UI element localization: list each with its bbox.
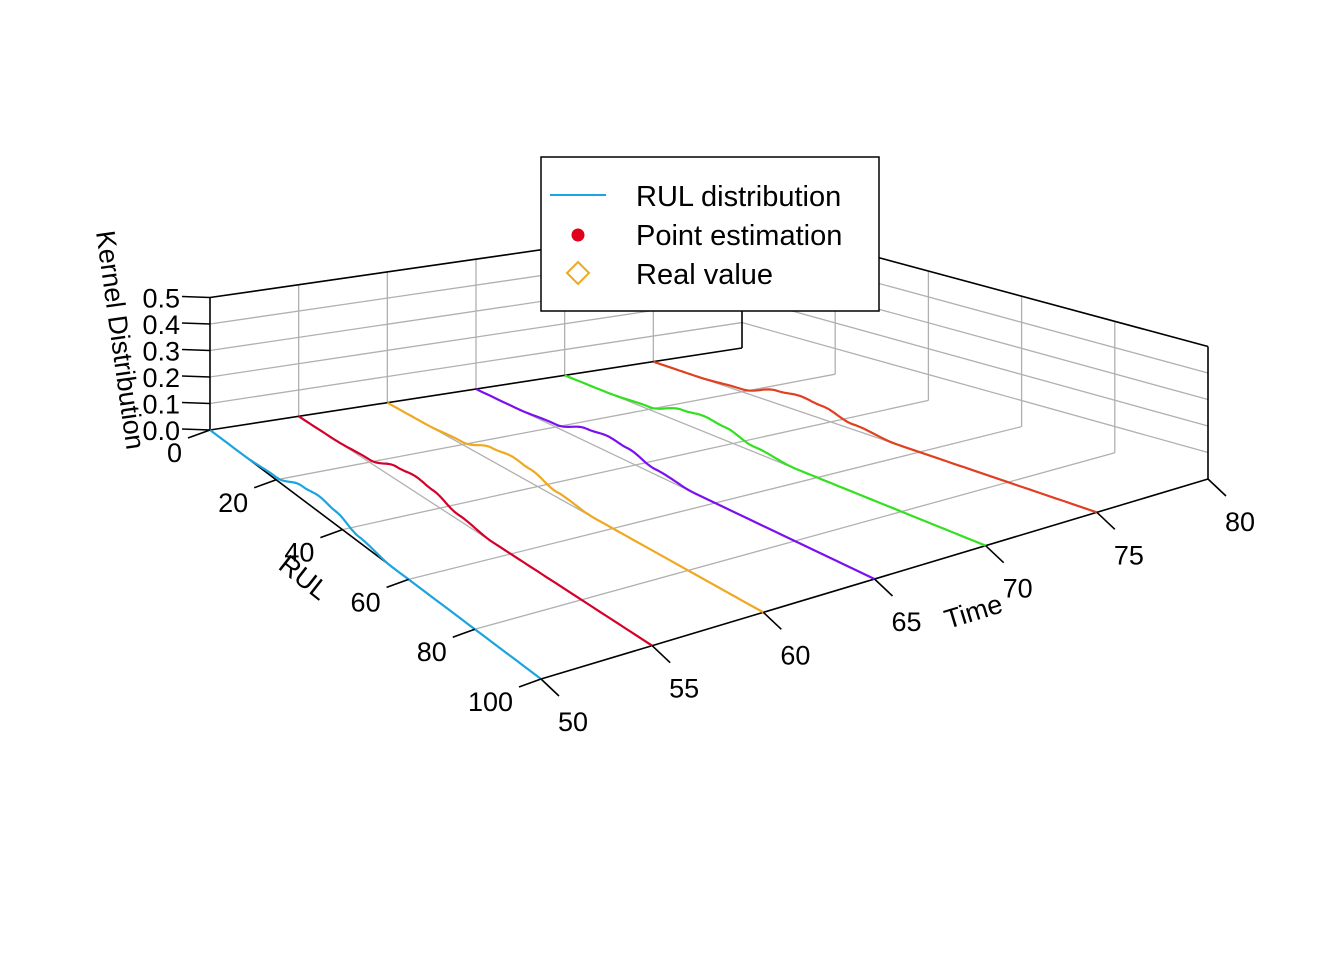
time-tick-label: 55 [669, 674, 699, 704]
rul-tick-label: 100 [468, 687, 513, 717]
time-axis-tick [1096, 511, 1116, 530]
rul-axis-tick [253, 479, 277, 489]
rul-distribution-curve-t70 [564, 374, 987, 547]
legend-diamond-marker [565, 260, 591, 286]
rul-tick-label: 0 [167, 438, 182, 468]
density-axis-tick [181, 348, 211, 352]
rul-distribution-curve-t65 [475, 388, 875, 580]
back-wall-grid-density-line [209, 321, 743, 405]
floor-grid-rul-line [342, 399, 929, 531]
time-tick-label: 65 [892, 607, 922, 637]
density-tick-label: 0.0 [142, 416, 180, 446]
rul-tick-label: 20 [218, 488, 248, 518]
legend-label-point-estimation: Point estimation [636, 220, 842, 252]
time-tick-label: 50 [558, 707, 588, 737]
rul-axis-title: RUL [273, 549, 334, 606]
time-tick-label: 60 [780, 640, 810, 670]
density-axis-tick [181, 375, 211, 378]
density-tick-label: 0.1 [142, 390, 180, 420]
rul-tick-label: 60 [351, 587, 381, 617]
rul-axis-tick [320, 528, 343, 539]
rul-tick-label: 40 [284, 538, 314, 568]
density-axis-tick [181, 295, 211, 299]
density-tick-label: 0.4 [142, 310, 180, 340]
time-axis-tick [873, 578, 894, 597]
time-axis-tick [762, 611, 782, 630]
rul-distribution-curve-t55 [298, 415, 653, 647]
time-tick-label: 75 [1114, 540, 1144, 570]
rul-axis-tick [518, 678, 542, 688]
time-axis-tick [651, 645, 671, 664]
rul-axis-tick [386, 578, 409, 589]
density-axis-tick [181, 401, 211, 405]
legend-box [540, 156, 880, 312]
density-axis-title: Kernel Distribution [90, 229, 150, 452]
floor-grid-rul-line [276, 373, 836, 481]
time-axis-tick [540, 678, 560, 697]
right-wall-grid-density-line [741, 296, 1209, 427]
rul-distribution-curve-t75 [652, 360, 1098, 514]
legend-circle-marker [571, 228, 585, 242]
density-tick-label: 0.2 [142, 363, 180, 393]
legend-label-real-value: Real value [636, 259, 773, 291]
time-tick-label: 80 [1225, 507, 1255, 537]
time-axis-title: Time [941, 589, 1006, 635]
time-tick-label: 70 [1003, 574, 1033, 604]
right-wall-grid-density-line [741, 321, 1209, 454]
rul-distribution-curve-t60 [386, 401, 764, 614]
rul-axis-tick [452, 628, 476, 638]
legend: RUL distribution Point estimation Real v… [540, 156, 880, 312]
rul-distribution-curve-t50 [209, 429, 542, 680]
legend-label-rul-distribution: RUL distribution [636, 181, 841, 213]
density-axis-tick [181, 322, 211, 325]
density-axis-tick [181, 428, 211, 431]
rul-axis-tick [187, 429, 211, 439]
time-axis-tick [1207, 478, 1227, 497]
density-tick-label: 0.5 [142, 284, 180, 314]
series-layer [209, 360, 1098, 680]
time-axis-tick [985, 545, 1005, 564]
density-tick-label: 0.3 [142, 337, 180, 367]
rul-tick-label: 80 [417, 637, 447, 667]
